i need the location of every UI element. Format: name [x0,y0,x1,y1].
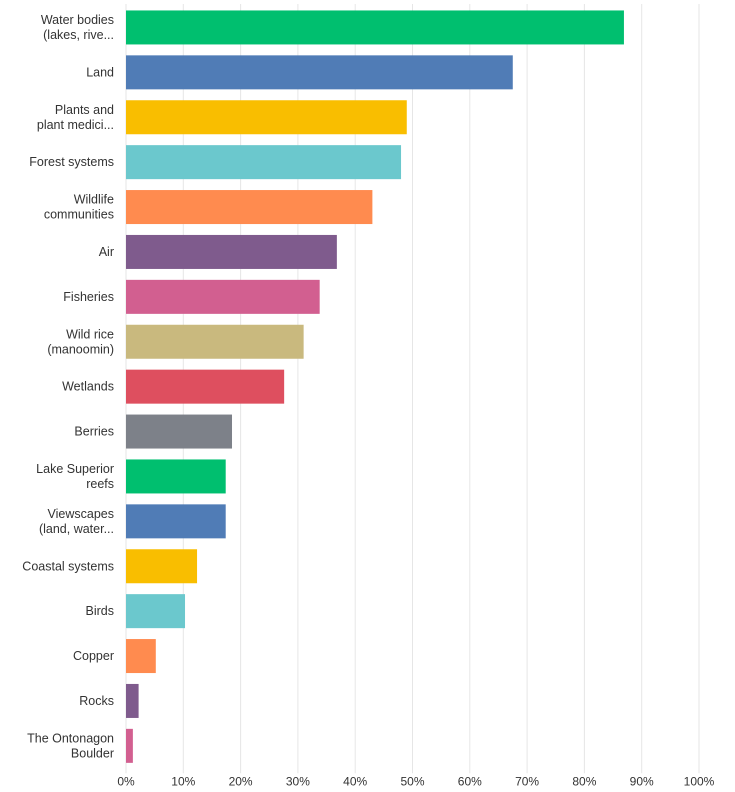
category-label-line: Copper [73,649,114,663]
category-labels: Water bodies (lakes, rive... Land Plants an… [22,13,114,760]
category-label: Plants and plant medici... [37,103,114,132]
category-label: Wildlife communities [44,193,114,222]
bar [126,324,304,359]
x-tick-label: 30% [286,774,310,788]
category-label: Air [99,245,114,259]
category-label-line: Wildlife [74,193,114,207]
category-label-line: Water bodies [41,13,114,27]
x-tick-label: 40% [343,774,367,788]
x-tick-label: 70% [515,774,539,788]
category-label: Land [86,65,114,79]
category-label-line: Birds [86,604,114,618]
category-label: Viewscapes (land, water... [39,507,114,536]
category-label-line: Rocks [79,694,114,708]
x-tick-label: 80% [572,774,596,788]
bar [126,683,139,718]
x-axis-ticks: 0% 10% 20% 30% 40% 50% 60% 70% 80% 90% 100% [117,774,714,788]
category-label-line: Wild rice [66,327,114,341]
category-label-line: plant medici... [37,118,114,132]
category-label: Water bodies (lakes, rive... [41,13,114,42]
category-label-line: Air [99,245,114,259]
bar [126,145,402,180]
category-label: Wetlands [62,380,114,394]
bars [126,10,624,763]
category-label-line: Fisheries [63,290,114,304]
category-label-line: reefs [86,477,114,491]
x-tick-label: 0% [117,774,135,788]
category-label: Coastal systems [22,559,114,573]
category-label: The Ontonagon Boulder [27,731,114,760]
x-tick-label: 50% [400,774,424,788]
bar [126,639,156,674]
bar [126,190,373,225]
category-label-line: Viewscapes [48,507,114,521]
category-label: Copper [73,649,114,663]
category-label: Fisheries [63,290,114,304]
category-label-line: Forest systems [29,155,114,169]
x-tick-label: 60% [458,774,482,788]
category-label-line: (land, water... [39,522,114,536]
bar [126,414,233,449]
bar [126,594,186,629]
bar [126,369,285,404]
category-label-line: (manoomin) [47,342,114,356]
category-label-line: Lake Superior [36,462,114,476]
x-tick-label: 10% [171,774,195,788]
category-label-line: (lakes, rive... [43,28,114,42]
category-label-line: Berries [74,425,114,439]
bar [126,55,513,90]
category-label-line: communities [44,208,114,222]
category-label: Wild rice (manoomin) [47,327,114,356]
bar [126,504,226,539]
bar [126,459,226,494]
bar [126,100,407,135]
x-tick-label: 100% [684,774,715,788]
bar [126,279,320,314]
bar [126,10,624,45]
x-tick-label: 90% [630,774,654,788]
category-label-line: Plants and [55,103,114,117]
category-label-line: Boulder [71,746,114,760]
category-label-line: Land [86,65,114,79]
category-label-line: Wetlands [62,380,114,394]
category-label: Birds [86,604,114,618]
bar [126,549,198,584]
category-label-line: Coastal systems [22,559,114,573]
category-label-line: The Ontonagon [27,731,114,745]
category-label: Rocks [79,694,114,708]
x-tick-label: 20% [229,774,253,788]
bar [126,234,337,269]
category-label: Lake Superior reefs [36,462,114,491]
category-label: Forest systems [29,155,114,169]
category-label: Berries [74,425,114,439]
bar [126,728,133,763]
